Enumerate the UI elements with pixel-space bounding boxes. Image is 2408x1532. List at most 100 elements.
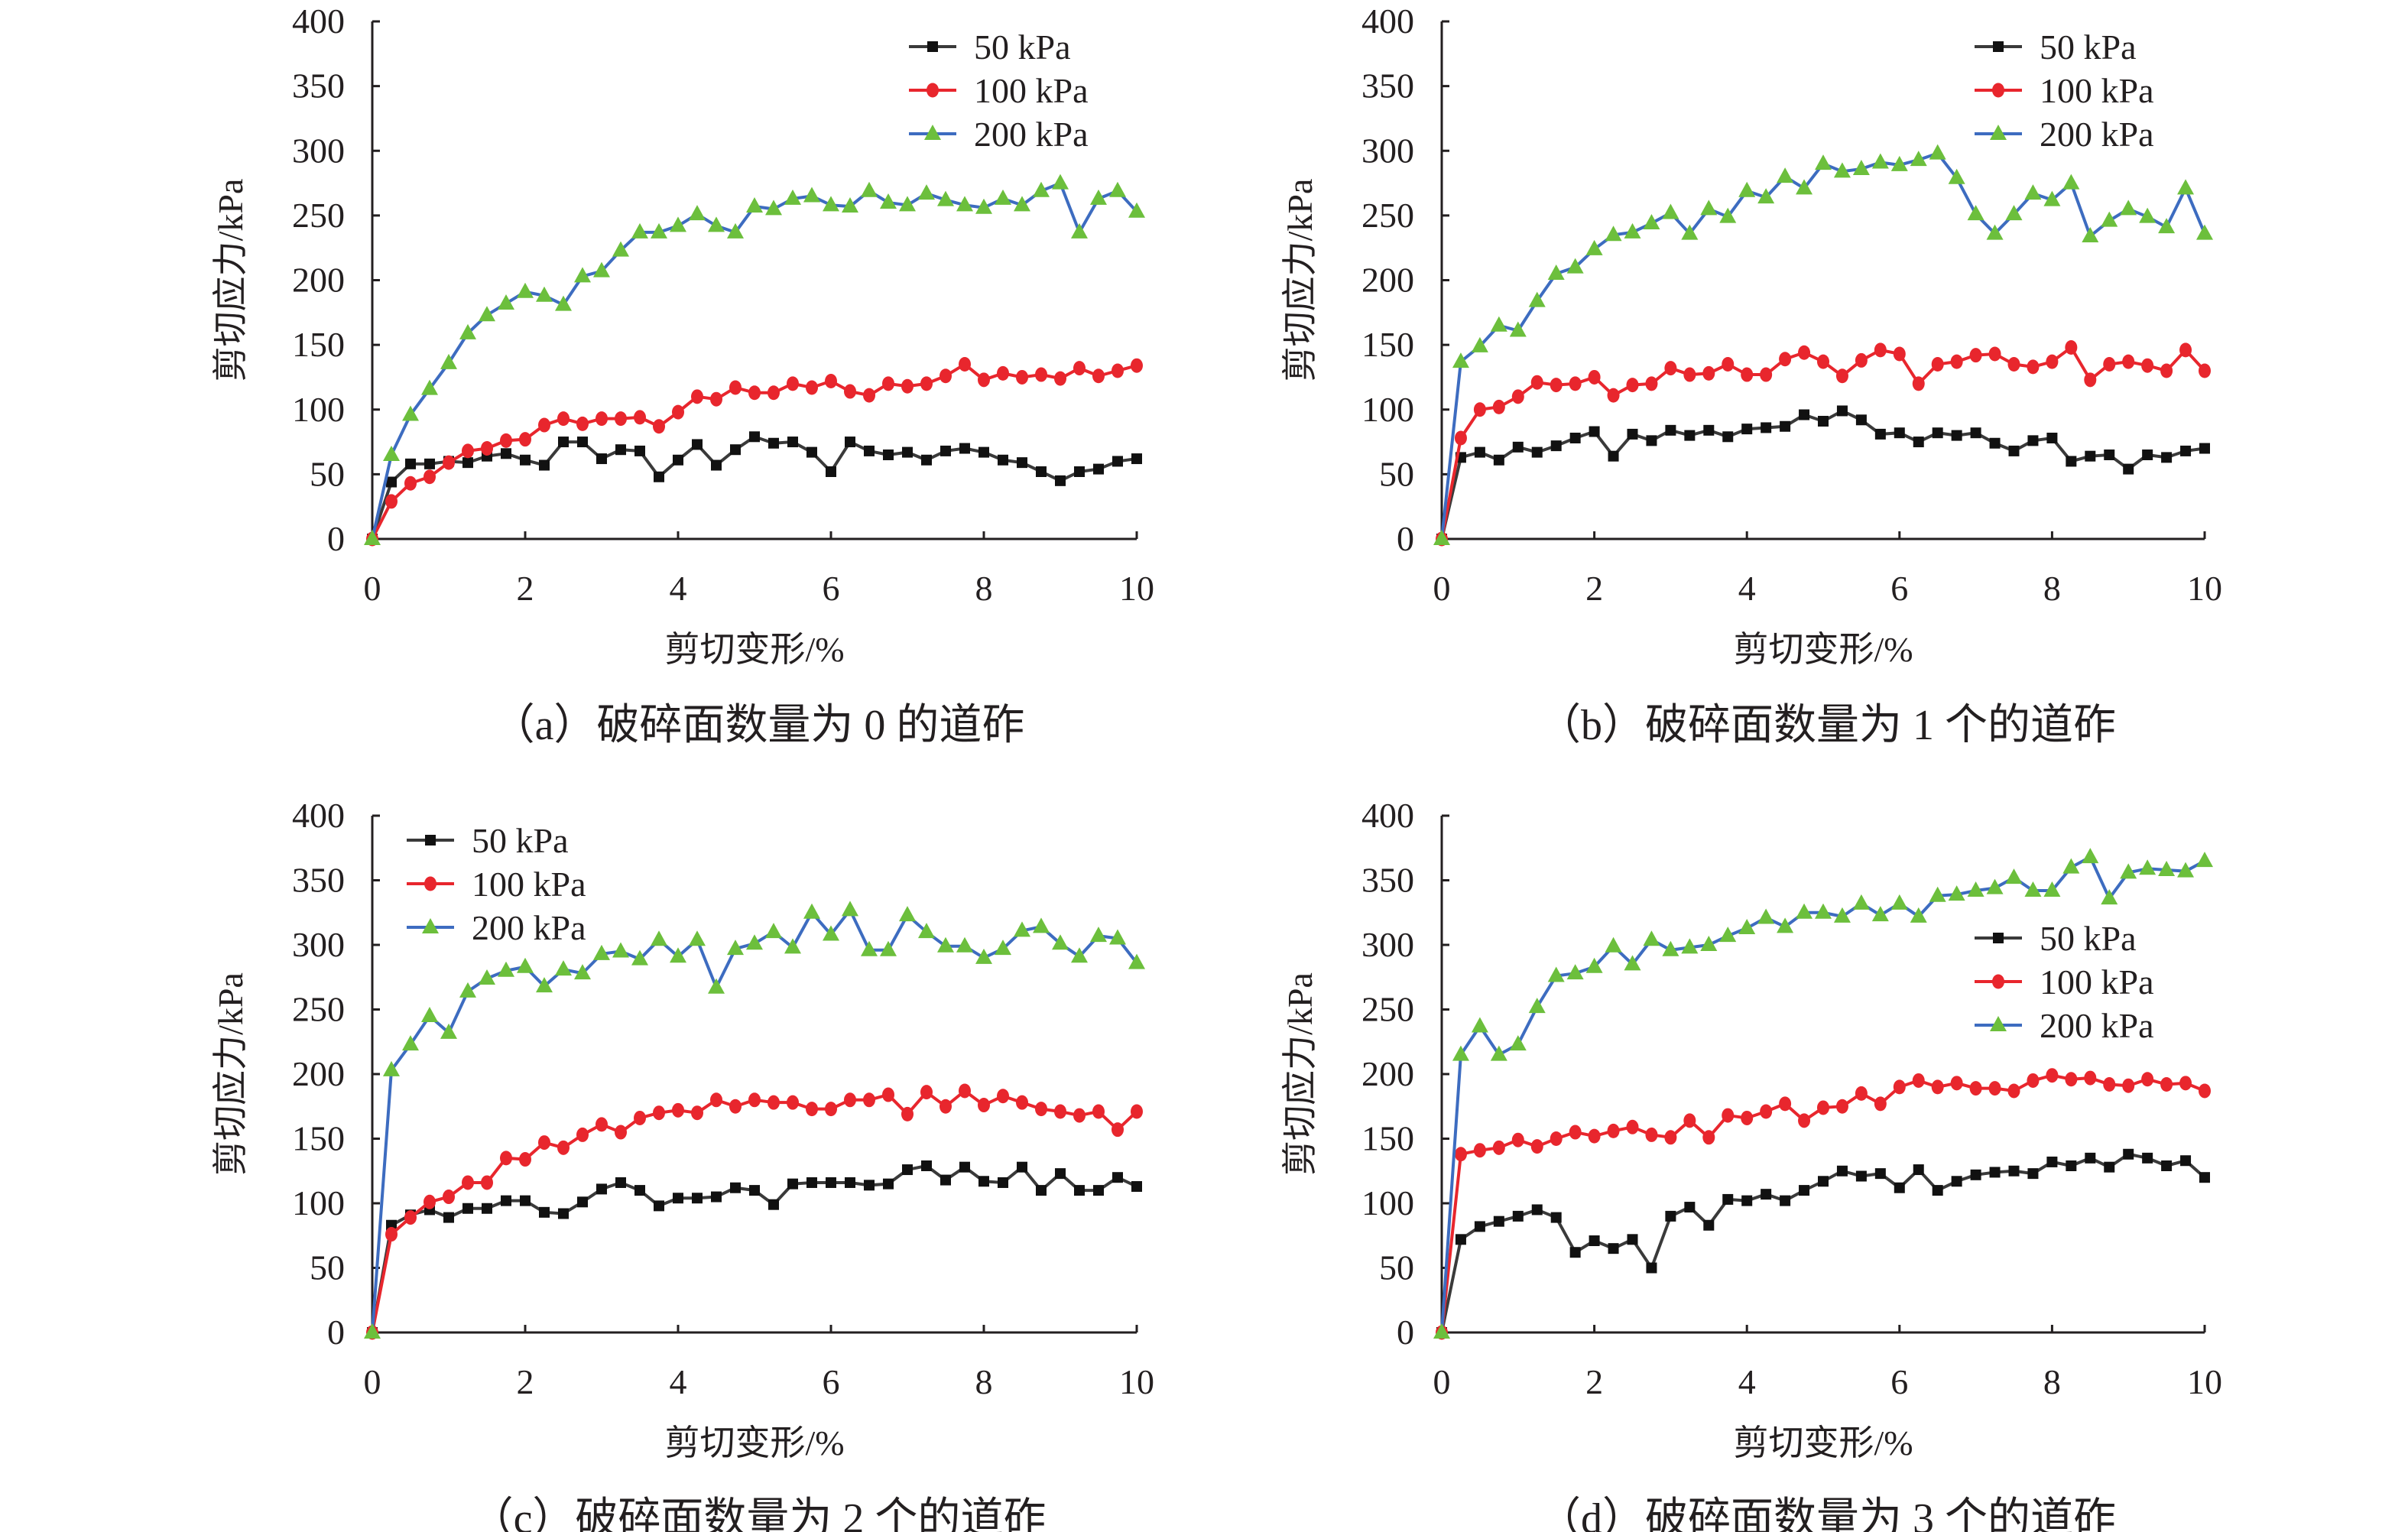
x-axis-title: 剪切变形/%	[664, 1423, 844, 1462]
y-tick-label: 50	[1379, 454, 1414, 493]
data-point	[995, 940, 1011, 956]
data-point	[653, 419, 665, 434]
data-point	[1836, 405, 1848, 417]
data-point	[1036, 466, 1047, 477]
data-point	[1719, 207, 1737, 223]
y-tick-label: 150	[292, 325, 345, 364]
data-point	[1912, 1073, 1925, 1088]
data-point	[1893, 1079, 1906, 1095]
data-point	[1512, 1210, 1524, 1222]
legend-item: 100 kPa	[1975, 71, 2154, 110]
y-tick-label: 200	[292, 1054, 345, 1093]
data-point	[651, 930, 667, 946]
data-point	[730, 1182, 741, 1193]
data-point	[978, 1176, 989, 1187]
data-point	[784, 189, 801, 205]
data-point	[1722, 1193, 1734, 1205]
data-point	[385, 494, 398, 509]
data-point	[1511, 389, 1524, 404]
data-point	[1852, 894, 1870, 910]
legend-marker	[425, 835, 436, 846]
data-point	[577, 1196, 588, 1208]
data-point	[2158, 860, 2176, 876]
data-point	[1664, 1130, 1677, 1145]
data-point	[806, 446, 817, 458]
data-point	[654, 1200, 664, 1212]
x-tick-label: 8	[2043, 1362, 2061, 1401]
data-point	[1627, 1234, 1638, 1245]
data-point	[1054, 371, 1066, 386]
y-tick-label: 350	[292, 861, 345, 900]
data-point	[1948, 885, 1965, 901]
data-point	[2120, 200, 2137, 216]
data-point	[1607, 388, 1620, 403]
data-point	[596, 1183, 607, 1195]
data-point	[2066, 456, 2077, 467]
data-point	[1131, 1104, 1143, 1119]
data-point	[615, 1177, 626, 1188]
data-point	[2101, 889, 2118, 905]
data-point	[538, 1135, 550, 1151]
data-point	[1833, 907, 1851, 923]
data-point	[1780, 420, 1791, 432]
data-point	[902, 1164, 913, 1176]
panel-caption: （c）破碎面数量为 2 个的道砟	[471, 1495, 1047, 1532]
data-point	[539, 1206, 550, 1218]
data-point	[803, 187, 820, 203]
data-point	[882, 376, 894, 391]
data-point	[825, 374, 837, 389]
data-point	[670, 216, 686, 232]
data-point	[1741, 1195, 1753, 1206]
data-point	[765, 200, 782, 216]
data-point	[1493, 1216, 1504, 1227]
data-point	[806, 1177, 817, 1188]
y-tick-label: 150	[1361, 325, 1414, 364]
data-point	[596, 411, 608, 427]
data-point	[2196, 224, 2213, 240]
x-tick-label: 2	[517, 1362, 534, 1401]
data-point	[424, 1194, 436, 1209]
data-point	[2199, 1083, 2211, 1099]
data-point	[959, 1161, 970, 1173]
data-point	[673, 454, 683, 466]
y-tick-label: 250	[292, 196, 345, 235]
data-point	[921, 1160, 932, 1171]
data-point	[1016, 1095, 1028, 1110]
data-point	[536, 286, 553, 302]
data-point	[2142, 449, 2153, 460]
data-point	[1569, 1247, 1581, 1258]
chart-panel-d: 0 50 100 150 200 250 300 350 400 0 2 4 6 8 10 剪切变形/% 剪切应…	[1280, 796, 2222, 1532]
data-point	[1073, 361, 1086, 376]
data-point	[1967, 205, 1984, 221]
x-tick-label: 4	[670, 1362, 687, 1401]
data-point	[2046, 1156, 2058, 1167]
data-point	[1874, 1096, 1887, 1112]
data-point	[1589, 1235, 1600, 1247]
y-tick-label: 300	[1361, 925, 1414, 964]
data-point	[1890, 894, 1908, 910]
data-point	[634, 445, 645, 456]
data-point	[383, 445, 400, 461]
data-point	[1090, 927, 1107, 943]
data-point	[1036, 1185, 1047, 1196]
legend-label: 200 kPa	[2040, 115, 2154, 154]
data-point	[823, 925, 839, 941]
x-tick-label: 4	[670, 569, 687, 608]
data-point	[1454, 430, 1467, 446]
data-point	[517, 282, 534, 298]
data-point	[901, 378, 914, 394]
data-point	[1931, 1079, 1944, 1095]
x-axis-title: 剪切变形/%	[664, 630, 844, 669]
data-point	[1910, 907, 1927, 923]
y-tick-label: 200	[292, 261, 345, 300]
data-point	[2196, 852, 2213, 868]
data-point	[1646, 435, 1657, 446]
data-point	[691, 389, 703, 404]
data-point	[1092, 1104, 1105, 1119]
data-point	[1074, 466, 1085, 477]
data-point	[462, 1203, 473, 1214]
data-point	[2082, 848, 2099, 864]
x-tick-label: 0	[1433, 569, 1451, 608]
data-point	[651, 222, 667, 239]
series-50-kpa	[1436, 1148, 2210, 1338]
